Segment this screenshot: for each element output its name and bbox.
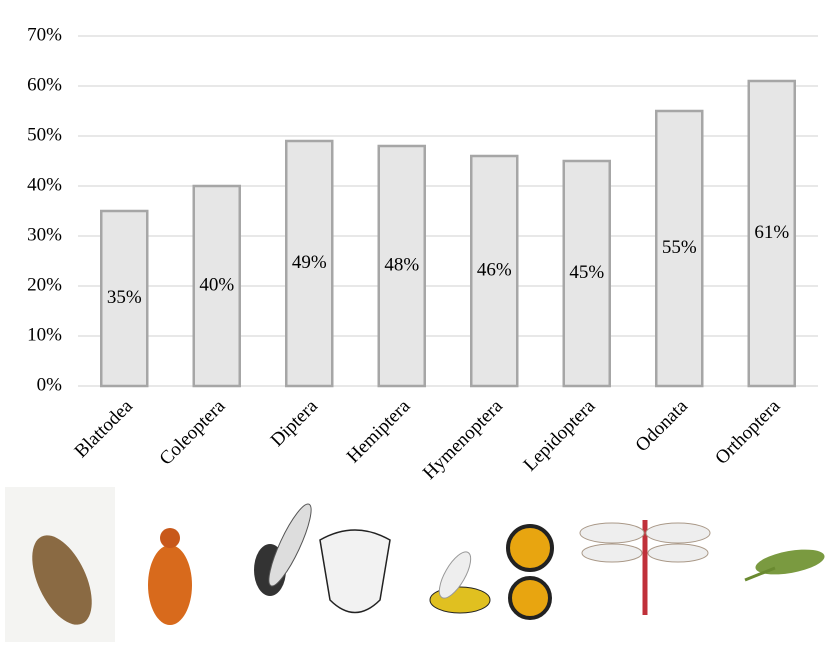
bar [100,209,149,388]
butterfly-wing-bottom [508,576,552,620]
y-tick-label: 70% [27,24,62,45]
dragonfly-wing [647,543,709,563]
beetle-head [160,528,180,548]
insect-images [5,487,825,642]
value-label: 35% [107,287,142,308]
bar [562,159,611,388]
value-label: 49% [292,252,327,273]
x-tick-label: Odonata [631,395,692,456]
y-tick-label: 30% [27,224,62,245]
bar [377,144,426,388]
y-tick-label: 10% [27,324,62,345]
bar [285,139,334,388]
y-tick-label: 0% [37,374,63,395]
dragonfly-wing [645,522,711,544]
fly-wing [268,503,312,587]
x-tick-label: Blattodea [71,395,138,462]
x-tick-label: Hymenoptera [419,395,507,483]
x-tick-label: Hemiptera [343,395,415,467]
bar [470,154,519,388]
grasshopper [755,549,825,575]
x-tick-label: Orthoptera [711,395,784,468]
butterfly-wing-top [506,524,554,572]
y-tick-label: 50% [27,124,62,145]
value-label: 55% [662,237,697,258]
cockroach [32,535,92,625]
bug [319,529,391,614]
value-label: 46% [477,259,512,280]
y-tick-label: 40% [27,174,62,195]
dragonfly-wing [579,522,645,544]
x-tick-label: Coleoptera [156,395,230,469]
bar [192,184,241,388]
value-label: 48% [384,254,419,275]
y-tick-label: 20% [27,274,62,295]
y-tick-label: 60% [27,74,62,95]
value-label: 40% [199,274,234,295]
wasp-wing [438,551,472,599]
beetle [148,545,192,625]
grasshopper-leg [744,566,776,582]
x-tick-label: Diptera [267,395,323,451]
x-tick-label: Lepidoptera [520,395,600,475]
value-label: 61% [754,222,789,243]
dragonfly-wing [581,543,643,563]
value-label: 45% [569,262,604,283]
plot-area: 0% 10% 20% 30% 40% 50% 60% 70% 35% Blattodea 40% Co… [27,24,818,484]
bar [747,79,796,388]
bar [655,109,704,388]
